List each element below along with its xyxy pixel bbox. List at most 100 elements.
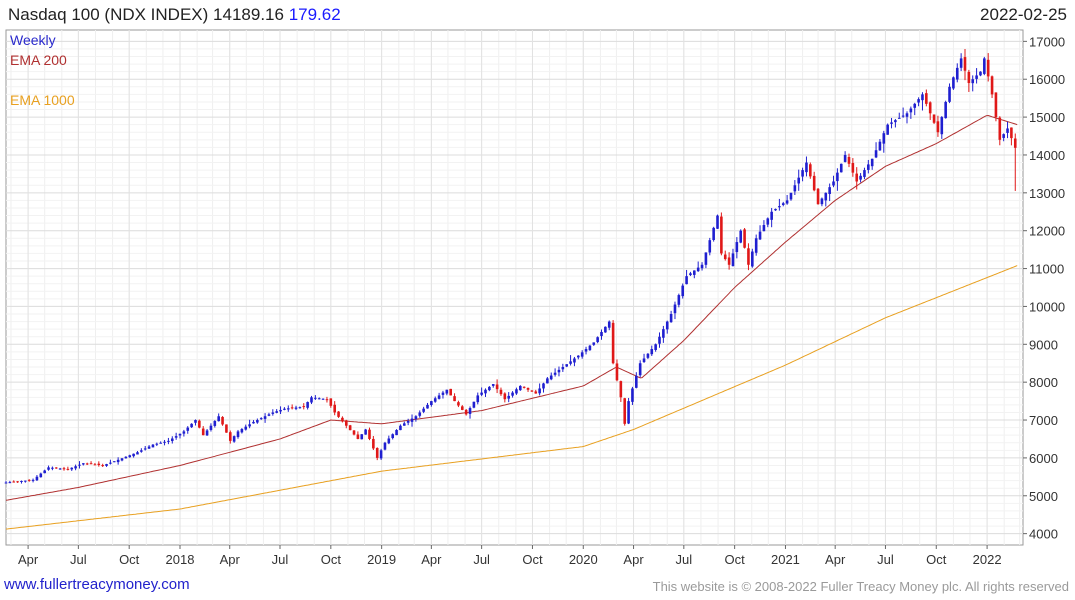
- candle-body: [460, 406, 464, 410]
- candle-body: [143, 448, 147, 450]
- x-tick-label: Apr: [220, 552, 241, 567]
- candle-body: [1013, 138, 1017, 148]
- candle-body: [925, 93, 928, 104]
- y-tick-label: 14000: [1029, 148, 1065, 163]
- candle-body: [364, 429, 367, 435]
- candle-body: [824, 192, 828, 201]
- candle-body: [491, 384, 495, 386]
- candle-body: [522, 386, 526, 388]
- candle-body: [503, 393, 507, 400]
- candle-body: [565, 364, 569, 367]
- candle-body: [93, 464, 97, 466]
- candle-body: [948, 86, 951, 102]
- x-tick-label: 2019: [367, 552, 396, 567]
- candle-body: [410, 418, 414, 422]
- candle-body: [816, 188, 820, 205]
- candle-body: [124, 456, 128, 459]
- candle-body: [751, 251, 754, 267]
- candle-body: [294, 407, 298, 409]
- candle-body: [932, 114, 936, 123]
- candle-body: [607, 321, 611, 328]
- candle-body: [990, 76, 994, 95]
- candle-body: [89, 463, 93, 465]
- y-tick-label: 9000: [1029, 337, 1058, 352]
- candle-body: [132, 453, 135, 457]
- candle-body: [569, 361, 572, 364]
- x-tick-label: Jul: [70, 552, 87, 567]
- candle-body: [723, 254, 727, 260]
- candle-body: [116, 459, 120, 463]
- candle-body: [140, 450, 143, 452]
- candle-body: [781, 203, 785, 205]
- candle-body: [267, 414, 271, 416]
- candle-body: [801, 170, 804, 177]
- candle-body: [673, 304, 677, 314]
- candle-body: [27, 479, 31, 481]
- candle-body: [743, 229, 746, 248]
- candle-body: [611, 322, 615, 364]
- candle-body: [236, 431, 240, 438]
- candle-body: [221, 416, 224, 425]
- candle-body: [735, 242, 739, 253]
- candle-body: [16, 481, 19, 483]
- candle-body: [341, 417, 344, 422]
- candle-body: [457, 402, 460, 406]
- candle-body: [8, 482, 12, 484]
- y-tick-label: 8000: [1029, 375, 1058, 390]
- x-tick-label: 2021: [771, 552, 800, 567]
- candle-body: [66, 468, 70, 470]
- candle-body: [205, 430, 209, 436]
- y-tick-label: 4000: [1029, 527, 1058, 542]
- candle-body: [905, 113, 909, 117]
- chart-title: Nasdaq 100 (NDX INDEX) 14189.16 179.62: [8, 5, 341, 25]
- candle-body: [693, 270, 696, 275]
- candle-body: [530, 390, 534, 392]
- candle-body: [499, 389, 503, 395]
- candle-body: [51, 467, 54, 469]
- candle-body: [774, 208, 777, 211]
- candle-body: [325, 399, 329, 401]
- candle-body: [983, 58, 986, 74]
- candle-body: [836, 172, 839, 182]
- candle-body: [12, 481, 16, 483]
- site-link[interactable]: www.fullertreacymoney.com: [4, 576, 190, 593]
- candle-body: [480, 392, 483, 395]
- candle-body: [43, 470, 46, 474]
- x-tick-label: Jul: [676, 552, 693, 567]
- candle-body: [209, 425, 213, 430]
- candle-body: [399, 425, 402, 431]
- candle-body: [809, 164, 812, 177]
- candle-body: [279, 409, 282, 412]
- instrument-name: Nasdaq 100 (NDX INDEX): [8, 5, 209, 24]
- candle-body: [174, 436, 178, 438]
- candle-body: [573, 358, 576, 363]
- candle-body: [383, 442, 387, 450]
- candle-body: [731, 253, 735, 267]
- candle-body: [596, 337, 599, 343]
- candle-body: [344, 420, 348, 426]
- legend-ema-200: EMA 200: [10, 52, 67, 68]
- x-tick-label: Apr: [421, 552, 442, 567]
- ema-200-line: [5, 114, 1018, 501]
- candle-body: [62, 468, 66, 470]
- candle-body: [600, 331, 603, 337]
- candle-body: [897, 117, 901, 119]
- candle-body: [511, 392, 514, 396]
- candle-body: [317, 398, 321, 400]
- ema-1000-line: [5, 265, 1018, 530]
- candle-body: [553, 372, 557, 375]
- candle-body: [901, 115, 905, 117]
- candle-body: [314, 397, 317, 399]
- candle-body: [642, 358, 646, 363]
- candle-body: [101, 465, 104, 467]
- candle-body: [820, 198, 824, 205]
- candle-body: [159, 442, 162, 444]
- candle-body: [74, 466, 77, 469]
- candle-body: [546, 378, 549, 384]
- x-tick-label: Jul: [473, 552, 490, 567]
- candle-body: [577, 355, 580, 358]
- candle-body: [538, 388, 541, 394]
- candle-body: [422, 408, 425, 412]
- candle-body: [437, 395, 441, 399]
